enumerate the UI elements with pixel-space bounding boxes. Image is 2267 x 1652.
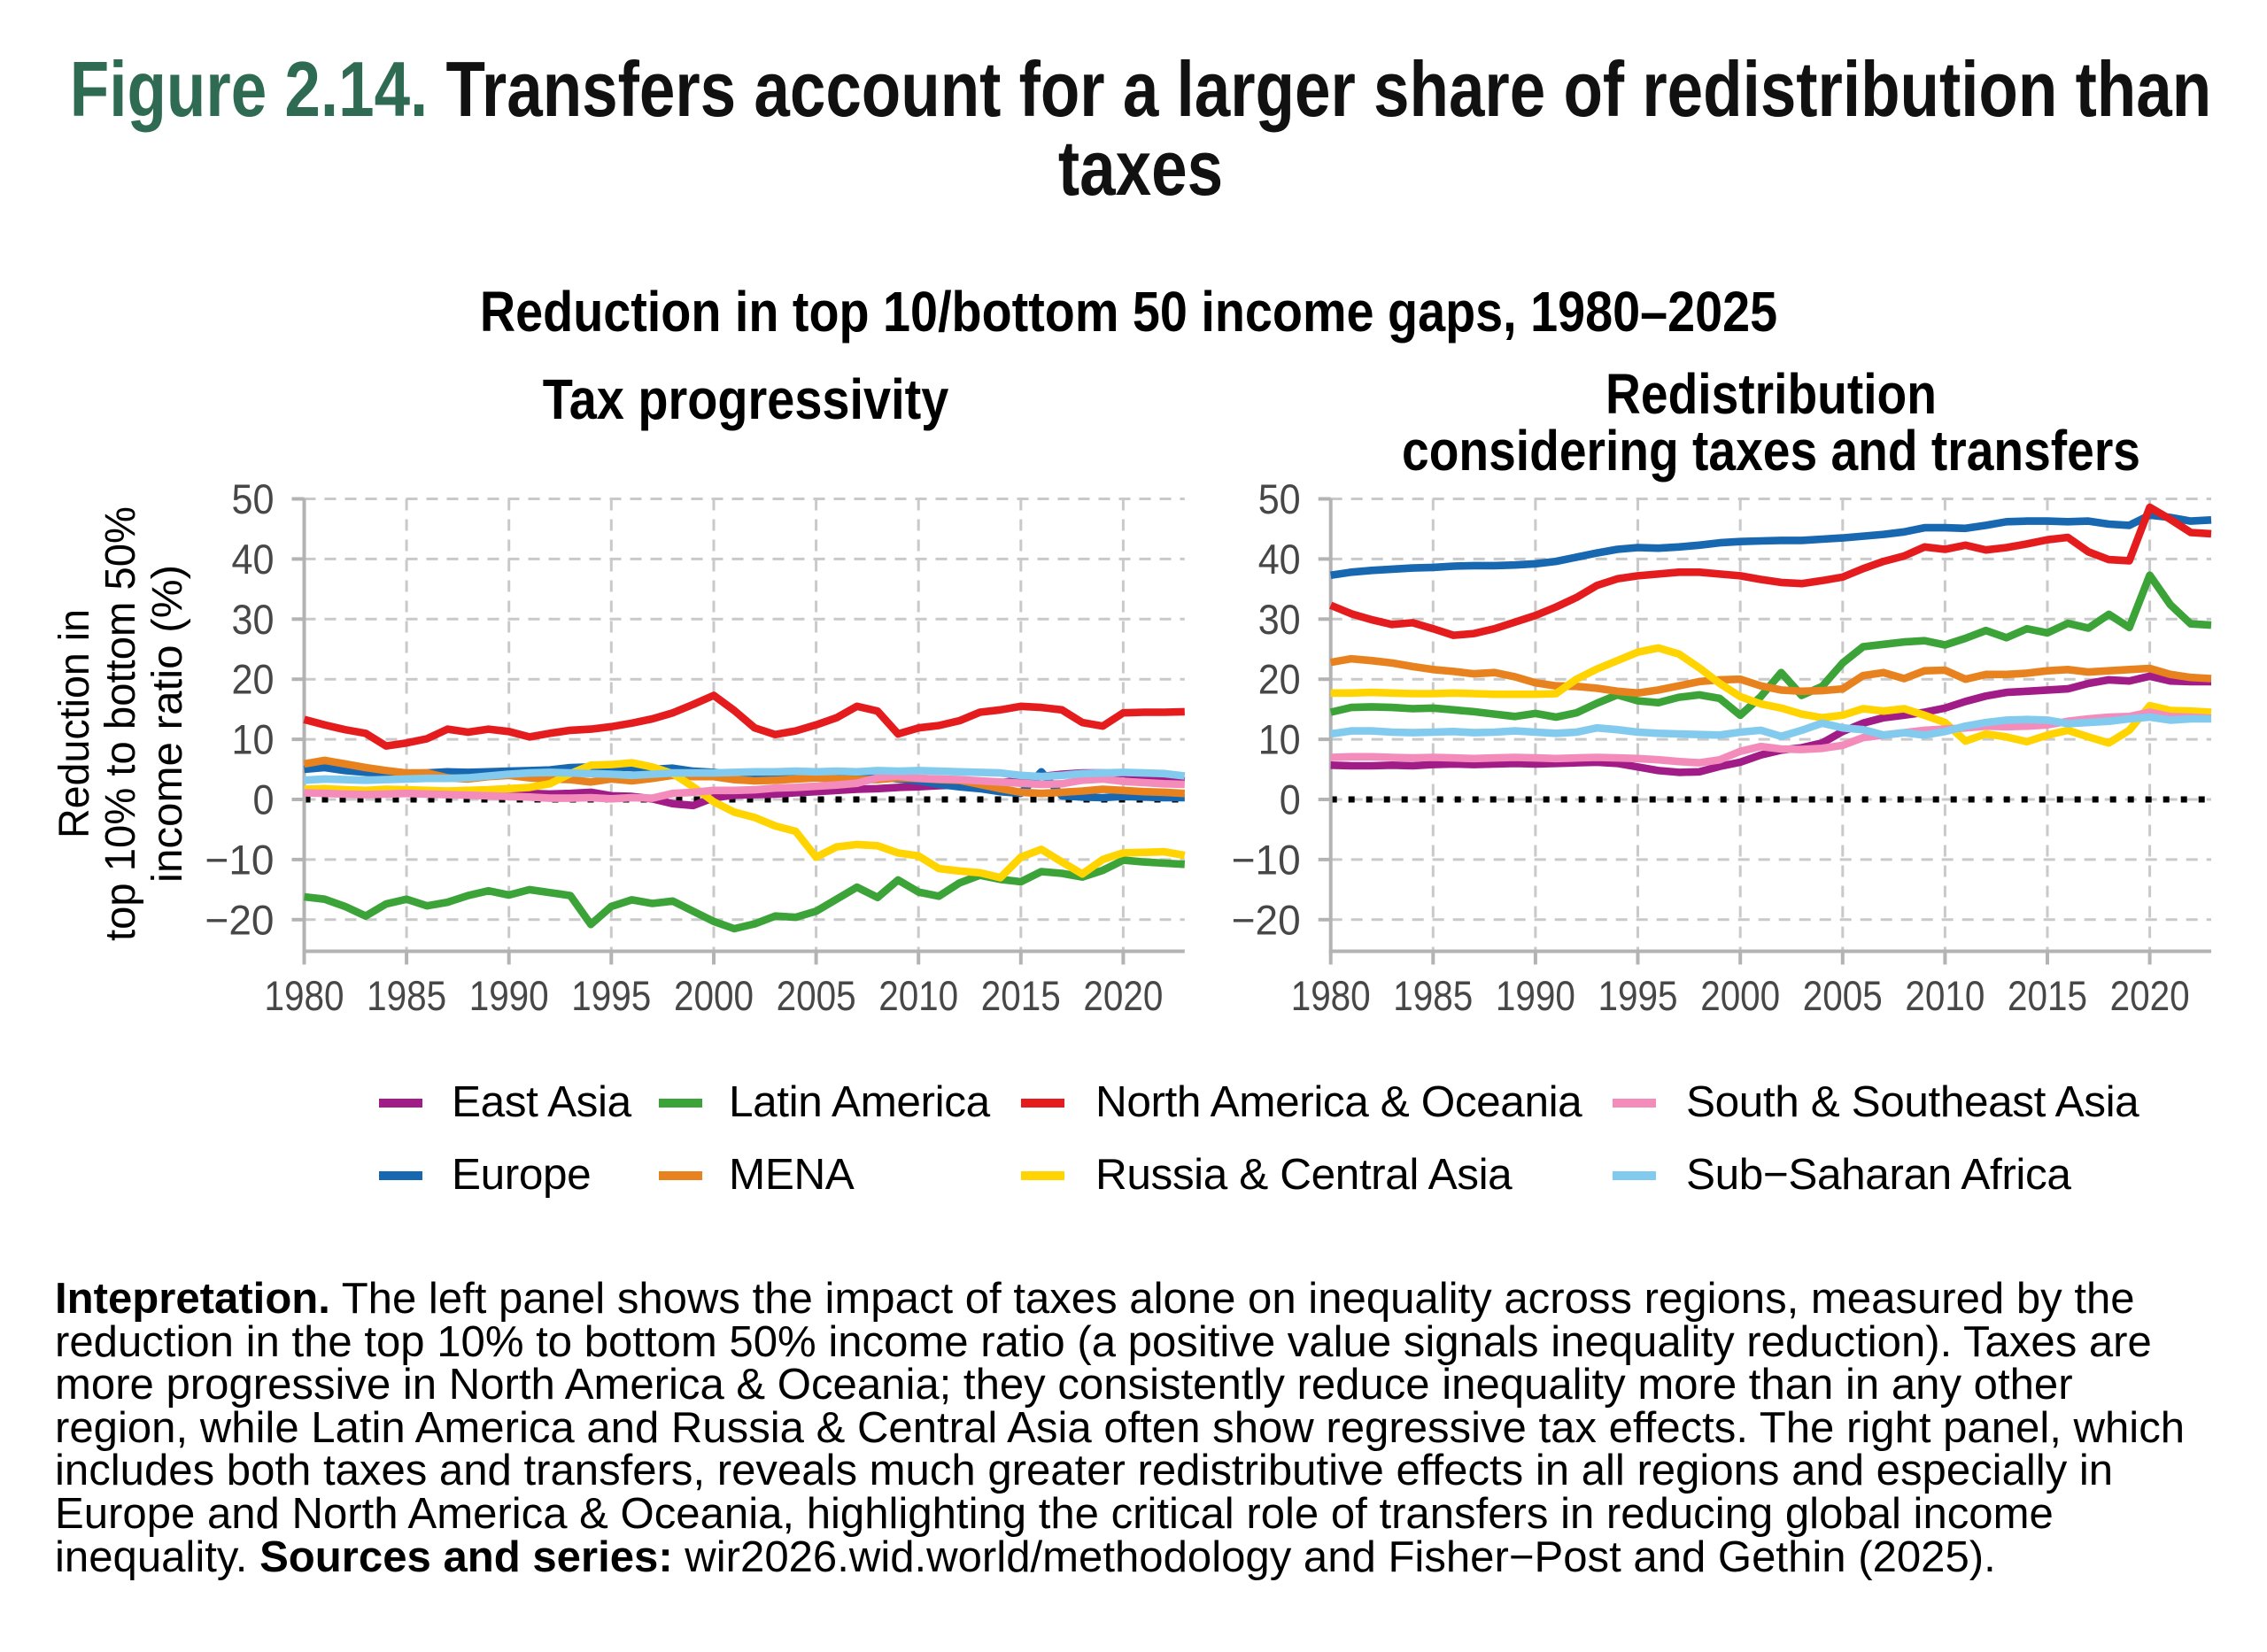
svg-text:30: 30	[232, 596, 275, 643]
svg-text:2015: 2015	[2008, 972, 2087, 1019]
svg-text:10: 10	[1258, 716, 1301, 763]
svg-text:1995: 1995	[1598, 972, 1678, 1019]
svg-text:40: 40	[1258, 536, 1301, 583]
svg-text:top 10% to bottom 50%: top 10% to bottom 50%	[97, 506, 144, 941]
svg-text:2010: 2010	[1905, 972, 1985, 1019]
svg-text:20: 20	[232, 656, 275, 703]
svg-text:1985: 1985	[367, 972, 446, 1019]
svg-text:2000: 2000	[1700, 972, 1780, 1019]
svg-text:2005: 2005	[1803, 972, 1883, 1019]
svg-text:0: 0	[253, 776, 275, 823]
svg-text:income ratio (%): income ratio (%)	[144, 565, 191, 883]
svg-text:30: 30	[1258, 596, 1301, 643]
svg-text:1990: 1990	[1496, 972, 1575, 1019]
svg-text:−10: −10	[205, 836, 275, 883]
svg-text:1990: 1990	[469, 972, 549, 1019]
svg-text:1985: 1985	[1393, 972, 1473, 1019]
svg-text:0: 0	[1280, 776, 1301, 823]
svg-text:−20: −20	[1232, 896, 1301, 943]
svg-text:2005: 2005	[777, 972, 856, 1019]
svg-text:−20: −20	[205, 896, 275, 943]
svg-text:50: 50	[232, 475, 275, 522]
svg-text:Reduction in: Reduction in	[51, 609, 98, 838]
svg-text:20: 20	[1258, 656, 1301, 703]
svg-text:50: 50	[1258, 475, 1301, 522]
svg-text:2000: 2000	[674, 972, 754, 1019]
svg-text:10: 10	[232, 716, 275, 763]
svg-text:−10: −10	[1232, 836, 1301, 883]
svg-text:2010: 2010	[878, 972, 958, 1019]
svg-text:2020: 2020	[2110, 972, 2190, 1019]
svg-text:2020: 2020	[1083, 972, 1163, 1019]
svg-text:2015: 2015	[981, 972, 1061, 1019]
svg-text:1980: 1980	[265, 972, 344, 1019]
svg-text:1995: 1995	[571, 972, 651, 1019]
svg-text:1980: 1980	[1291, 972, 1371, 1019]
svg-text:40: 40	[232, 536, 275, 583]
